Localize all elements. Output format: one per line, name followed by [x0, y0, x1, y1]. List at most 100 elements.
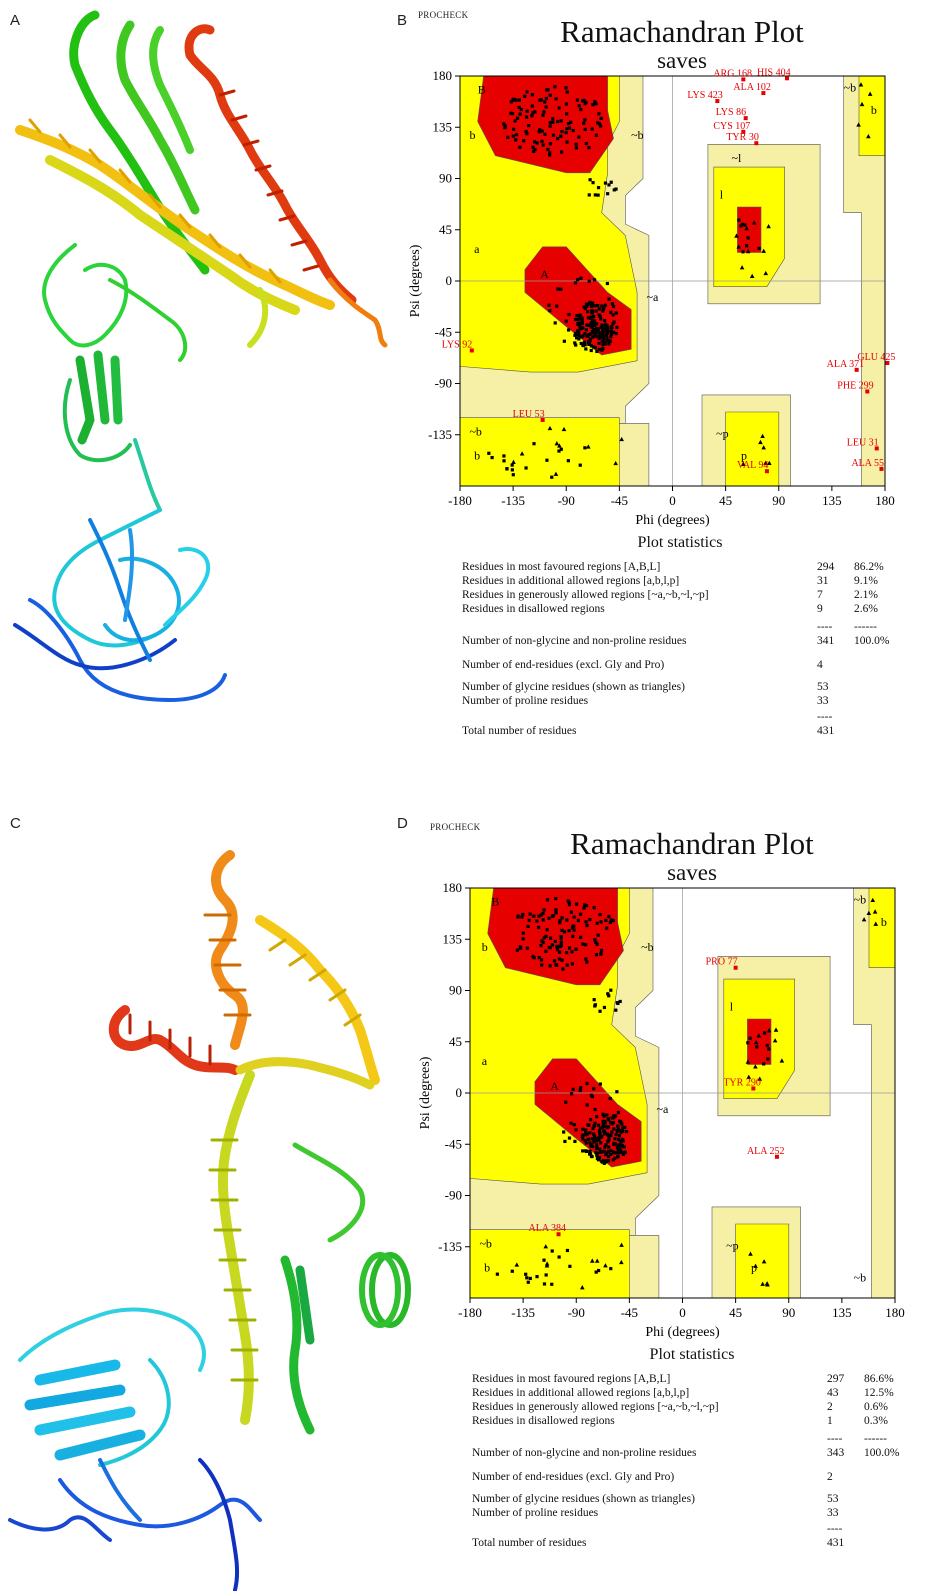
residue-point	[616, 1154, 620, 1158]
residue-point	[565, 90, 569, 94]
residue-point	[619, 1140, 623, 1144]
residue-point	[530, 114, 534, 118]
residue-point	[541, 143, 545, 147]
region-label: ~l	[732, 151, 742, 165]
residue-point	[572, 1123, 576, 1127]
glycine-point	[760, 1281, 765, 1286]
stats-row: Number of end-residues (excl. Gly and Pr…	[462, 659, 927, 674]
residue-point	[594, 953, 599, 957]
residue-point	[570, 962, 574, 966]
residue-point	[590, 1144, 595, 1148]
residue-point	[589, 1144, 593, 1148]
region-label: ~b	[844, 80, 857, 94]
y-tick-label: -45	[445, 1136, 462, 1151]
residue-point	[588, 300, 592, 305]
residue-point	[559, 150, 564, 154]
residue-point	[591, 345, 596, 349]
residue-point	[588, 337, 593, 341]
residue-point	[571, 934, 575, 938]
residue-point	[599, 116, 603, 121]
residue-point	[607, 183, 611, 187]
residue-point	[533, 110, 537, 114]
residue-point	[603, 342, 607, 346]
stats-row: Total number of residues 431	[462, 725, 927, 740]
residue-point	[587, 193, 591, 197]
residue-point	[578, 463, 582, 467]
residue-point	[599, 317, 603, 321]
outlier-point	[741, 77, 746, 82]
residue-point	[542, 110, 546, 114]
residue-point	[542, 1258, 546, 1262]
residue-point	[617, 1134, 622, 1138]
residue-point	[598, 1133, 602, 1137]
residue-point	[614, 187, 618, 191]
residue-point	[525, 946, 530, 950]
residue-point	[606, 1154, 611, 1159]
residue-point	[594, 102, 598, 106]
residue-point	[557, 449, 561, 453]
outlier-point	[469, 348, 474, 353]
residue-point	[547, 945, 551, 950]
residue-point	[588, 1152, 592, 1156]
residue-point	[523, 94, 527, 98]
residue-point	[570, 950, 574, 954]
residue-point	[544, 1273, 548, 1277]
residue-point	[597, 341, 601, 345]
stats-row: Number of end-residues (excl. Gly and Pr…	[472, 1471, 927, 1486]
residue-point	[762, 1062, 766, 1066]
residue-point	[592, 1140, 596, 1144]
glycine-point	[766, 223, 771, 229]
glycine-point	[772, 1038, 778, 1043]
glycine-point	[619, 1242, 624, 1247]
residue-point	[594, 133, 599, 137]
residue-point	[599, 951, 603, 955]
stats-count: 297	[827, 1373, 845, 1385]
glycine-point	[557, 443, 562, 448]
outlier-point	[733, 965, 738, 970]
residue-point	[603, 1120, 607, 1125]
residue-point	[557, 1255, 561, 1259]
residue-point	[567, 1136, 572, 1140]
residue-point	[606, 1159, 611, 1163]
residue-point	[555, 944, 559, 949]
residue-point	[558, 919, 562, 923]
region-label: l	[720, 187, 724, 201]
residue-point	[596, 335, 600, 339]
residue-point	[597, 1268, 601, 1273]
residue-point	[592, 1137, 596, 1141]
residue-point	[596, 185, 601, 190]
outlier-label: GLU 425	[857, 352, 895, 363]
residue-point	[616, 1001, 620, 1006]
residue-point	[584, 328, 588, 332]
stats-title-d: Plot statistics	[649, 1346, 735, 1363]
residue-point	[567, 312, 571, 317]
residue-point	[574, 336, 579, 340]
region-label: ~a	[657, 1102, 669, 1116]
residue-point	[600, 328, 605, 332]
stats-count: 53	[817, 681, 829, 693]
residue-point	[602, 1149, 606, 1153]
y-tick-label: -90	[435, 376, 452, 391]
glycine-point	[744, 225, 750, 231]
stats-row: Number of non-glycine and non-proline re…	[472, 1447, 927, 1462]
outlier-label: VAL 94	[737, 460, 768, 471]
y-tick-label: 135	[433, 119, 453, 134]
residue-point	[585, 1081, 589, 1086]
residue-point	[530, 93, 535, 97]
residue-point	[597, 1123, 601, 1127]
residue-point	[588, 178, 592, 182]
residue-point	[555, 948, 560, 952]
glycine-point	[746, 1074, 752, 1079]
residue-point	[582, 906, 586, 910]
glycine-point	[519, 451, 525, 456]
residue-point	[547, 916, 551, 920]
residue-point	[598, 913, 602, 917]
glycine-point	[861, 917, 867, 922]
residue-point	[579, 276, 583, 280]
glycine-point	[736, 244, 742, 249]
outlier-point	[751, 1086, 756, 1091]
residue-point	[574, 902, 579, 906]
residue-point	[592, 1123, 597, 1128]
residue-point	[586, 302, 590, 306]
residue-point	[748, 1036, 752, 1040]
